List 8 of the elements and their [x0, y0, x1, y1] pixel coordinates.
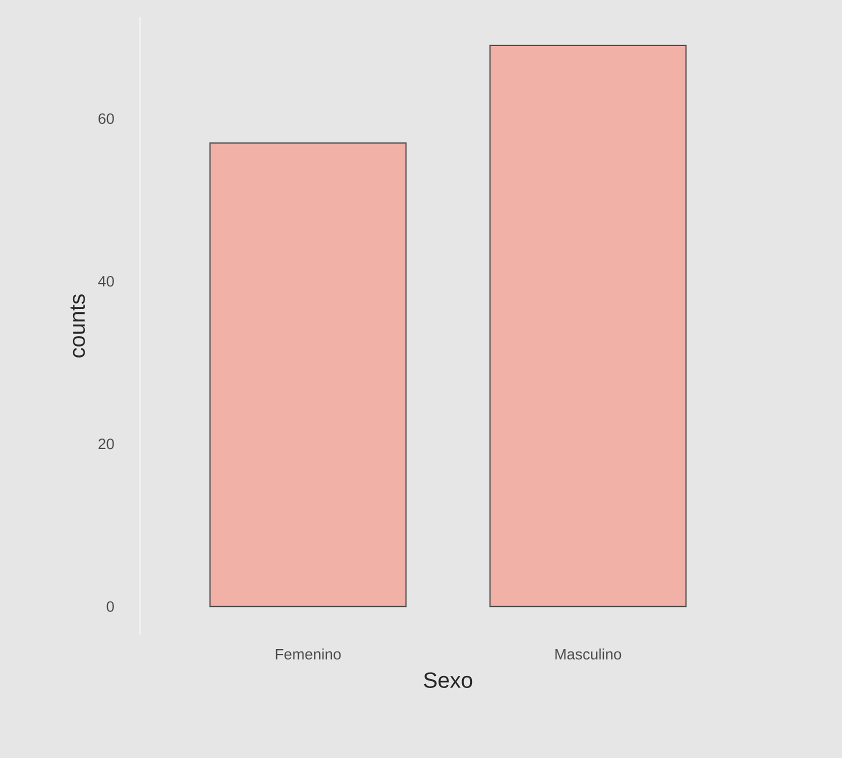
x-tick-label: Femenino — [276, 648, 341, 660]
y-tick-label: 40 — [98, 276, 114, 287]
y-tick-label: 20 — [98, 438, 114, 450]
y-tick-label: 0 — [106, 601, 114, 612]
x-axis-title: Sexo — [424, 672, 472, 688]
y-axis-title: counts — [70, 294, 85, 358]
y-tick-label: 60 — [98, 113, 114, 124]
x-tick-label: Masculino — [555, 648, 622, 660]
